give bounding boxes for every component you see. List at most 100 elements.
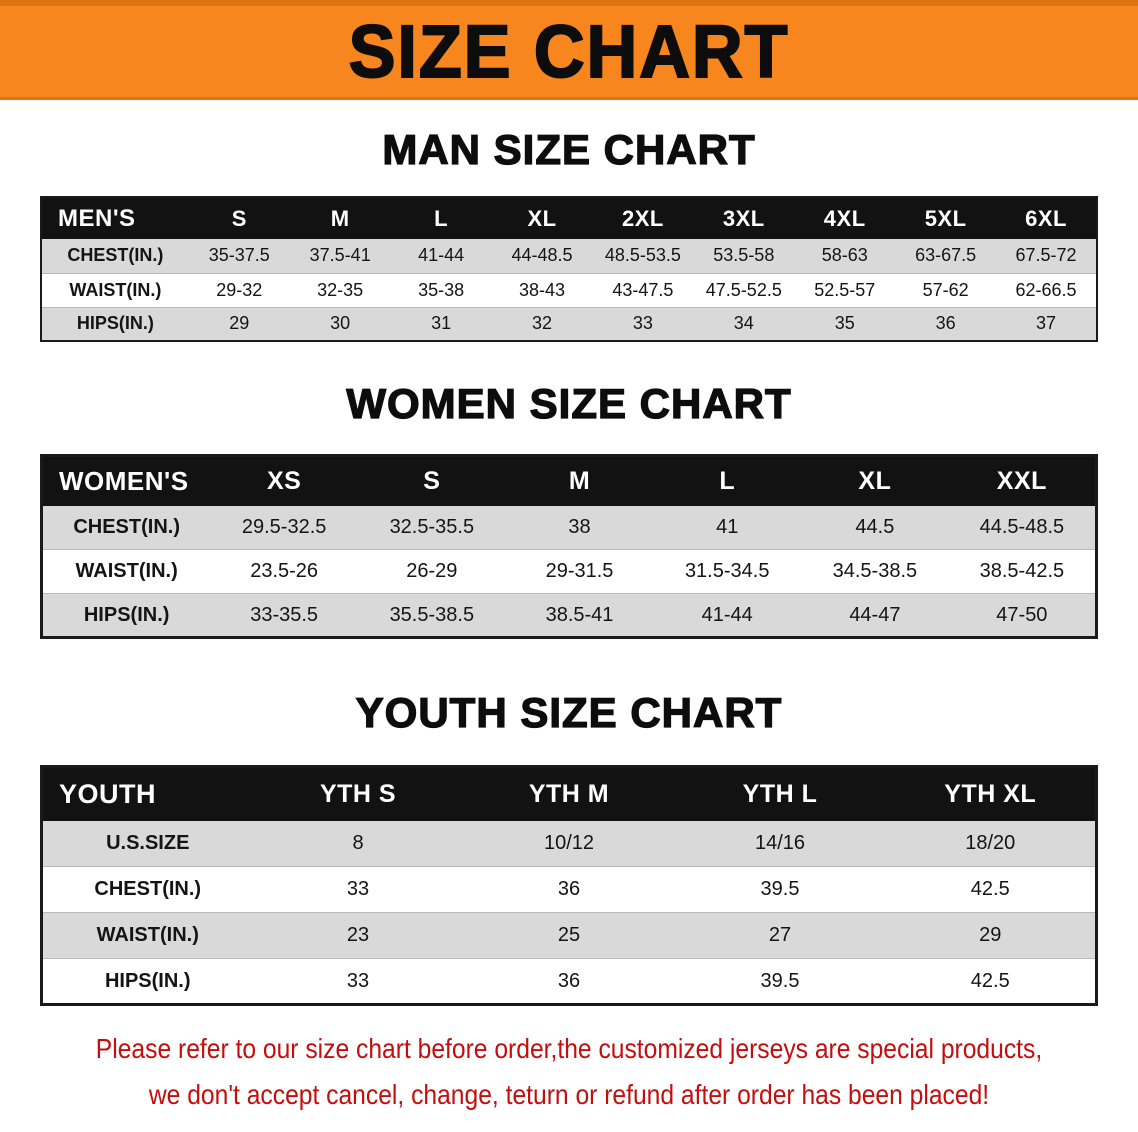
value-cell: 44-47: [849, 603, 901, 626]
value-cell: 33: [346, 969, 370, 992]
value-cell: 30: [330, 313, 351, 334]
value-cell: 67.5-72: [1015, 245, 1077, 266]
value-cell: 37.5-41: [309, 245, 371, 266]
value-cell: 38: [568, 515, 591, 538]
value-cell: 41-44: [418, 245, 465, 266]
value-cell: 63-67.5: [915, 245, 977, 266]
measurement-label-cell: WAIST(IN.): [69, 279, 162, 300]
value-cell: 36: [557, 878, 581, 900]
value-cell: 47.5-52.5: [705, 279, 782, 300]
size-header-cell: 2XL: [592, 197, 694, 239]
disclaimer: Please refer to our size chart before or…: [0, 1026, 1138, 1118]
disclaimer-line-1: Please refer to our size chart before or…: [95, 1033, 1043, 1064]
table-title-cell: MEN'S: [41, 197, 189, 239]
value-cell: 62-66.5: [1015, 279, 1077, 300]
table-row: WAIST(IN.) 23.5-26 26-29 29-31.5 31.5-34.5 34…: [41, 549, 1097, 594]
value-cell: 29-32: [216, 279, 263, 300]
size-header-cell: M: [505, 455, 654, 506]
value-cell: 35.5-38.5: [389, 603, 475, 626]
value-cell: 29.5-32.5: [241, 515, 327, 538]
value-cell: 57-62: [922, 279, 969, 300]
size-header-cell: XL: [801, 455, 949, 506]
value-cell: 8: [352, 831, 364, 854]
value-cell: 27: [768, 924, 792, 946]
youth-size-table: YOUTH YTH S YTH M YTH L YTH XL U.S.SIZE 8 10/12…: [40, 765, 1098, 1006]
measurement-label-cell: U.S.SIZE: [106, 831, 190, 854]
value-cell: 35-37.5: [208, 245, 270, 266]
value-cell: 42.5: [970, 878, 1010, 900]
size-header-cell: 4XL: [794, 197, 896, 239]
size-header-cell: YTH M: [463, 766, 675, 821]
table-title-cell: YOUTH: [41, 766, 253, 821]
table-row: CHEST(IN.) 29.5-32.5 32.5-35.5 38 41 44.5 44.5…: [41, 505, 1097, 550]
youth-size-chart-section: YOUTH SIZE CHART YOUTH YTH S YTH M YTH L YTH…: [0, 688, 1138, 1006]
value-cell: 37: [1036, 313, 1057, 334]
size-header-cell: L: [653, 455, 802, 506]
size-header-cell: YTH S: [252, 766, 464, 821]
women-size-table: WOMEN'S XS S M L XL XXL CHEST(IN.) 29.5-32.5 32.5…: [40, 454, 1098, 639]
table-header-row: YOUTH YTH S YTH M YTH L YTH XL: [41, 766, 1097, 821]
size-header-cell: XXL: [948, 455, 1097, 506]
size-header-cell: S: [188, 197, 290, 239]
value-cell: 23: [346, 924, 370, 946]
women-size-chart-section: WOMEN SIZE CHART WOMEN'S XS S M L XL XXL CHEST(…: [0, 379, 1138, 639]
table-row: HIPS(IN.) 33 36 39.5 42.5: [41, 958, 1097, 1005]
value-cell: 43-47.5: [612, 279, 674, 300]
table-row: CHEST(IN.) 33 36 39.5 42.5: [41, 866, 1097, 913]
size-header-cell: YTH XL: [885, 766, 1097, 821]
disclaimer-line-2: we don't accept cancel, change, teturn o…: [148, 1079, 990, 1110]
value-cell: 32: [531, 313, 553, 334]
women-section-heading: WOMEN SIZE CHART: [346, 379, 792, 427]
size-header-cell: 6XL: [996, 197, 1097, 239]
measurement-label-cell: HIPS(IN.): [76, 313, 154, 334]
value-cell: 33: [632, 313, 653, 334]
value-cell: 23.5-26: [250, 560, 319, 582]
size-header-cell: M: [289, 197, 391, 239]
measurement-label-cell: CHEST(IN.): [73, 515, 180, 538]
measurement-label-cell: HIPS(IN.): [104, 969, 191, 992]
value-cell: 32-35: [317, 279, 364, 300]
value-cell: 39.5: [760, 969, 800, 992]
table-row: U.S.SIZE 8 10/12 14/16 18/20: [41, 820, 1097, 867]
value-cell: 34: [733, 313, 754, 334]
value-cell: 31: [431, 313, 452, 334]
measurement-label-cell: HIPS(IN.): [83, 603, 170, 626]
table-row: WAIST(IN.) 23 25 27 29: [41, 912, 1097, 959]
measurement-label-cell: CHEST(IN.): [67, 245, 164, 266]
size-header-cell: XS: [210, 455, 358, 506]
value-cell: 25: [557, 924, 581, 946]
value-cell: 10/12: [543, 831, 595, 854]
value-cell: 44.5-48.5: [979, 515, 1065, 538]
value-cell: 38.5-42.5: [979, 560, 1065, 582]
value-cell: 29: [979, 924, 1002, 946]
measurement-label-cell: CHEST(IN.): [94, 878, 202, 900]
value-cell: 26-29: [406, 560, 458, 582]
men-size-table: MEN'S S M L XL 2XL 3XL 4XL 5XL 6XL CHEST(IN.) 35-37…: [40, 196, 1098, 342]
value-cell: 58-63: [821, 245, 868, 266]
measurement-label-cell: WAIST(IN.): [75, 560, 178, 582]
value-cell: 44.5: [855, 515, 895, 538]
value-cell: 31.5-34.5: [684, 560, 770, 582]
value-cell: 41-44: [701, 603, 753, 626]
size-header-cell: 5XL: [895, 197, 997, 239]
value-cell: 35: [834, 313, 855, 334]
value-cell: 47-50: [996, 603, 1048, 626]
value-cell: 35-38: [418, 279, 465, 300]
table-header-row: MEN'S S M L XL 2XL 3XL 4XL 5XL 6XL: [41, 197, 1097, 239]
table-title-cell: WOMEN'S: [41, 455, 211, 506]
size-header-cell: YTH L: [674, 766, 886, 821]
value-cell: 44-48.5: [511, 245, 573, 266]
value-cell: 14/16: [754, 831, 806, 854]
value-cell: 33-35.5: [250, 603, 319, 626]
table-row: WAIST(IN.) 29-32 32-35 35-38 38-43 43-47.5 47.…: [41, 273, 1097, 307]
measurement-label-cell: WAIST(IN.): [96, 924, 199, 946]
table-row: HIPS(IN.) 29 30 31 32 33 34 35 36 37: [41, 307, 1097, 341]
size-header-cell: XL: [491, 197, 593, 239]
value-cell: 36: [557, 969, 581, 992]
men-section-heading: MAN SIZE CHART: [382, 125, 756, 173]
value-cell: 36: [935, 313, 956, 334]
value-cell: 29: [229, 313, 250, 334]
value-cell: 42.5: [970, 969, 1010, 992]
youth-section-heading: YOUTH SIZE CHART: [355, 688, 783, 736]
